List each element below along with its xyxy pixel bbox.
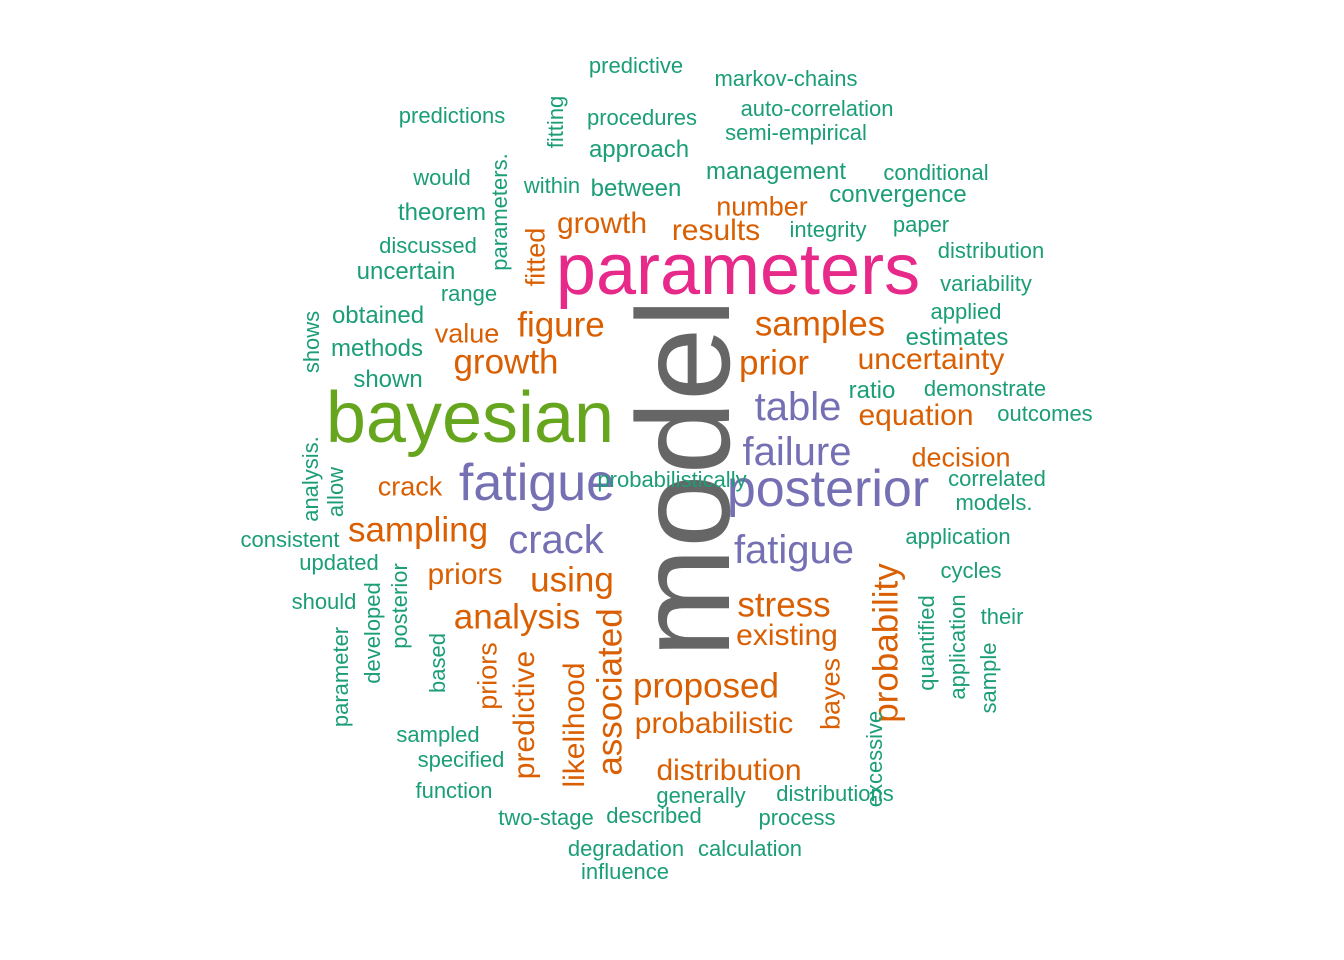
word-applied: applied [930, 299, 1002, 324]
word-value: value [434, 318, 500, 349]
word-uncertain: uncertain [356, 258, 456, 285]
word-analysis: analysis [453, 597, 581, 637]
word-sample: sample [976, 642, 1001, 714]
word-failure: failure [742, 430, 852, 474]
word-fitting: fitting [543, 95, 568, 149]
word-probability: probability [866, 563, 906, 723]
word-figure: figure [517, 305, 605, 345]
word-fatigue: fatigue [458, 454, 616, 512]
word-obtained: obtained [331, 302, 425, 329]
word-application: application [905, 524, 1011, 549]
word-parameter: parameter [328, 626, 353, 728]
word-quantified: quantified [914, 595, 939, 691]
word-table: table [754, 385, 842, 429]
word-application: application [945, 594, 970, 700]
word-growth: growth [556, 207, 648, 240]
word-decision: decision [911, 442, 1011, 473]
word-results: results [671, 214, 761, 247]
word-specified: specified [417, 747, 505, 772]
word-convergence: convergence [829, 181, 967, 208]
word-priors: priors [472, 642, 503, 710]
word-methods: methods [330, 335, 424, 362]
word-their: their [980, 604, 1024, 629]
word-consistent: consistent [240, 527, 340, 552]
word-semi-empirical: semi-empirical [725, 120, 867, 145]
word-function: function [415, 778, 493, 803]
word-crack: crack [377, 471, 443, 502]
word-cycles: cycles [940, 558, 1002, 583]
word-bayesian: bayesian [325, 378, 615, 458]
word-crack: crack [508, 518, 604, 562]
word-correlated: correlated [948, 466, 1046, 491]
word-sampling: sampling [347, 510, 489, 550]
word-degradation: degradation [567, 836, 685, 861]
word-described: described [606, 803, 702, 828]
word-process: process [758, 805, 836, 830]
word-influence: influence [580, 859, 670, 884]
word-parameters: parameters. [487, 153, 512, 271]
word-outcomes: outcomes [997, 401, 1093, 426]
word-ratio: ratio [848, 377, 896, 404]
word-sampled: sampled [396, 722, 480, 747]
word-within: within [523, 173, 581, 198]
word-variability: variability [940, 271, 1032, 296]
word-estimates: estimates [905, 324, 1009, 351]
word-probabilistically: probabilistically [597, 467, 747, 492]
word-theorem: theorem [397, 199, 487, 226]
word-range: range [440, 281, 498, 306]
word-management: management [705, 158, 847, 185]
word-models: models. [955, 490, 1033, 515]
word-samples: samples [754, 304, 886, 344]
word-parameters: parameters [555, 230, 921, 310]
word-demonstrate: demonstrate [923, 376, 1047, 401]
word-integrity: integrity [789, 217, 867, 242]
word-between: between [590, 175, 682, 202]
word-analysis: analysis. [298, 436, 323, 522]
word-number: number [716, 191, 808, 222]
word-existing: existing [736, 619, 838, 652]
word-likelihood: likelihood [558, 662, 591, 788]
word-probabilistic: probabilistic [634, 707, 794, 740]
word-distributions: distributions [776, 781, 894, 806]
word-calculation: calculation [698, 836, 802, 861]
word-procedures: procedures [586, 105, 698, 130]
word-shows: shows [299, 310, 324, 374]
word-uncertainty: uncertainty [857, 343, 1005, 376]
word-posterior: posterior [387, 563, 412, 649]
word-predictions: predictions [398, 103, 506, 128]
word-auto-correlation: auto-correlation [740, 96, 894, 121]
word-priors: priors [427, 558, 503, 591]
word-two-stage: two-stage [498, 805, 594, 830]
word-updated: updated [299, 550, 379, 575]
word-posterior: posterior [726, 460, 930, 518]
word-proposed: proposed [633, 666, 779, 706]
word-equation: equation [858, 399, 974, 432]
word-stress: stress [737, 585, 831, 625]
word-growth: growth [453, 342, 559, 382]
word-fatigue: fatigue [733, 528, 855, 572]
word-predictive: predictive [508, 650, 541, 780]
word-associated: associated [590, 608, 630, 776]
word-using: using [530, 560, 614, 600]
word-based: based [425, 633, 450, 693]
word-markov-chains: markov-chains [714, 66, 858, 91]
word-approach: approach [588, 136, 690, 163]
word-distribution: distribution [656, 754, 802, 787]
word-fitted: fitted [520, 227, 551, 287]
word-allow: allow [323, 466, 348, 518]
word-should: should [291, 589, 357, 614]
word-would: would [413, 165, 471, 190]
word-predictive: predictive [588, 53, 684, 78]
word-distribution: distribution [937, 238, 1045, 263]
word-discussed: discussed [379, 233, 477, 258]
word-prior: prior [738, 343, 810, 383]
word-generally: generally [656, 783, 746, 808]
word-shown: shown [353, 366, 423, 393]
word-bayes: bayes [815, 657, 846, 731]
word-paper: paper [892, 212, 950, 237]
word-developed: developed [360, 582, 385, 684]
word-conditional: conditional [883, 160, 989, 185]
